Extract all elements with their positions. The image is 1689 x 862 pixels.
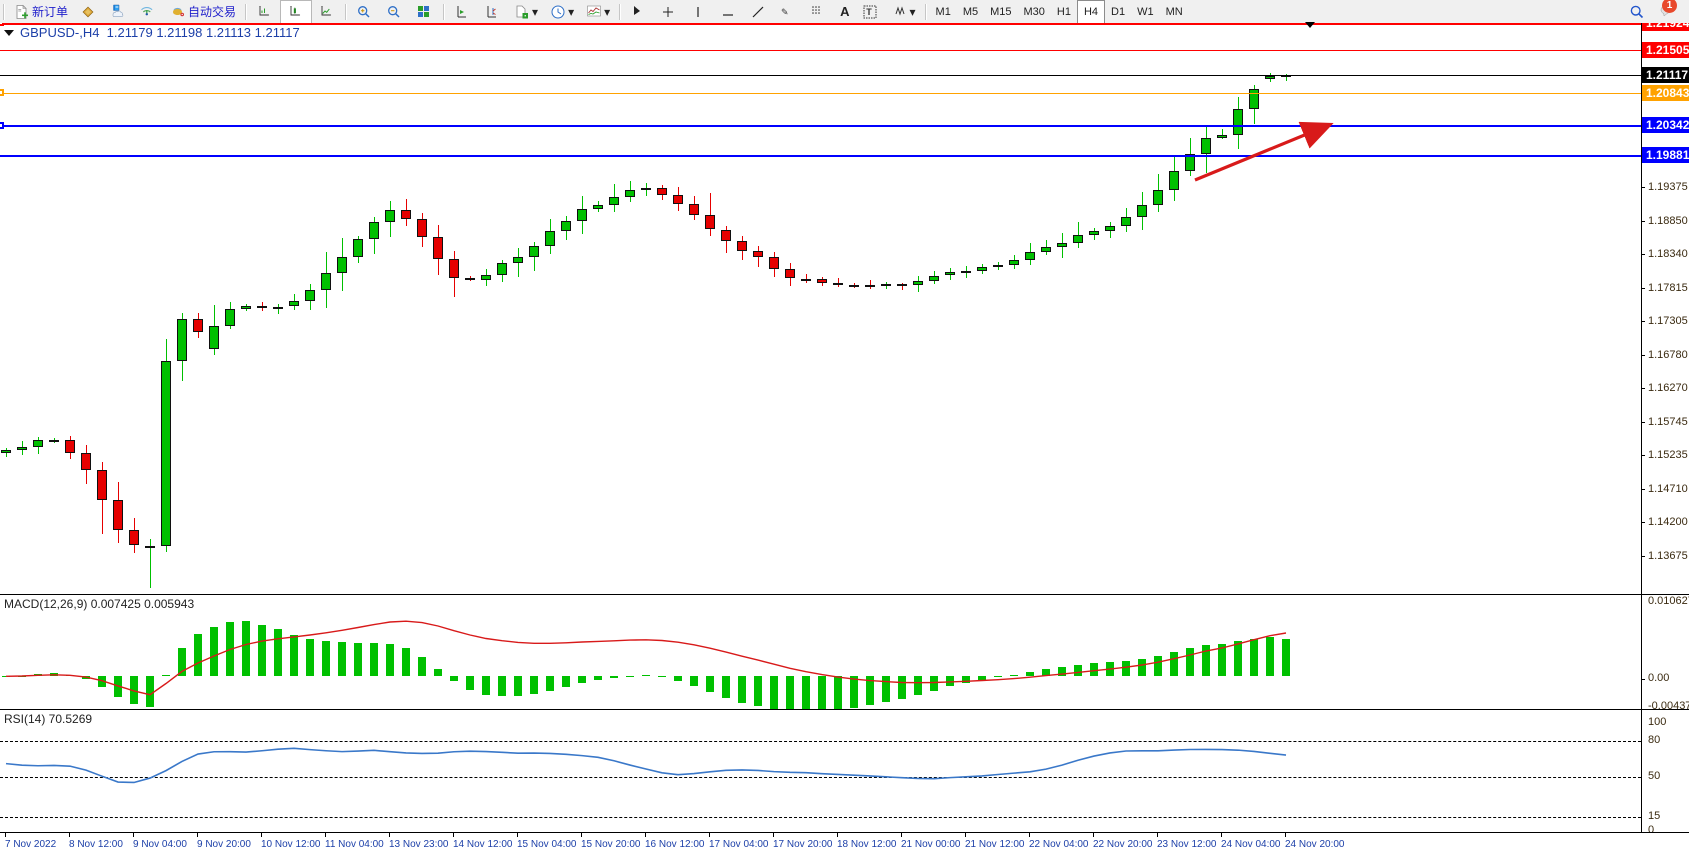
svg-text:T: T [866,7,872,17]
svg-text:✎: ✎ [781,7,789,17]
